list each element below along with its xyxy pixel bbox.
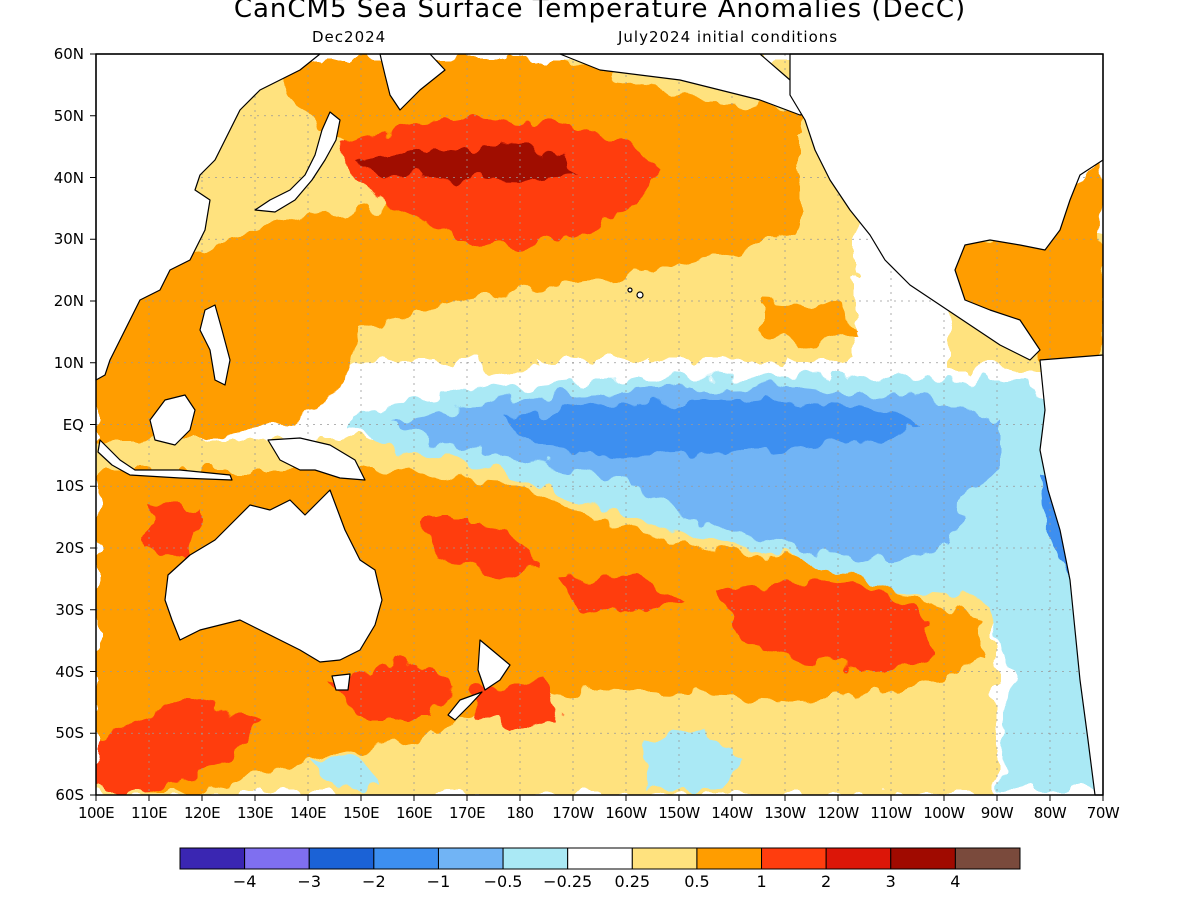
lon-tick-label: 90W [980,804,1014,822]
hawaii-islands [636,291,644,299]
lat-tick-label: 20S [55,539,84,557]
anomaly-field [96,54,1103,795]
asia-mainland [95,53,321,381]
lon-tick-label: 170W [552,804,594,822]
new-zealand-south-landmass [447,691,483,721]
chart-title: CanCM5 Sea Surface Temperature Anomalies… [233,0,967,24]
philippines-islands [199,304,231,386]
plot-frame [95,53,1104,796]
lon-tick-label: 170E [448,804,486,822]
colorbar-label: −4 [232,872,257,891]
new-guinea-landmass [267,437,366,481]
borneo-landmass [149,394,196,446]
japan-islands [254,111,341,213]
lon-tick-label: 180 [506,804,534,822]
lat-tick-label: 60N [53,45,84,63]
colorbar-swatch [954,847,1021,870]
lon-tick-label: 130E [236,804,274,822]
lon-tick-label: 100W [923,804,965,822]
lat-tick-label: 50S [55,724,84,743]
colorbar-swatch [631,847,698,870]
lon-tick-label: 100E [77,804,115,822]
lon-tick-label: 140W [711,804,753,822]
graticule [90,53,1104,801]
colorbar-swatch [761,847,827,870]
lon-tick-label: 160E [395,804,433,822]
new-zealand-north-landmass [477,639,511,691]
colorbar-swatch [502,847,569,870]
colorbar-swatch [308,847,375,870]
lon-tick-label: 160W [605,804,647,822]
lon-tick-label: 110W [870,804,912,822]
kamchatka-peninsula [379,53,446,111]
lat-tick-label: 50N [53,106,84,125]
colorbar [179,847,1021,870]
australia-landmass [164,489,383,663]
lat-tick-label: 30N [53,230,84,249]
lon-tick-label: 70W [1086,804,1120,822]
initial-conditions: July2024 initial conditions [618,28,839,46]
forecast-month: Dec2024 [312,28,387,46]
lon-tick-label: 80W [1033,804,1067,822]
colorbar-label: −0.25 [543,872,593,891]
colorbar-label: 3 [885,872,896,891]
indonesia-islands [97,439,233,481]
alaska-landmass [559,53,821,116]
colorbar-swatch [437,847,504,870]
north-america-landmass [789,53,1104,361]
lon-tick-label: 150E [342,804,380,822]
lat-tick-label: 40S [55,662,84,681]
lat-tick-label: 10N [53,353,84,372]
lat-tick-label: 30S [55,600,84,619]
tasmania-landmass [331,673,351,691]
colorbar-label: −2 [362,872,386,891]
colorbar-label: −3 [297,872,322,891]
colorbar-label: 0.25 [614,872,651,891]
coastlines [95,53,1104,796]
colorbar-label: 4 [950,872,961,891]
colorbar-swatch [244,847,310,870]
colorbar-swatch [567,847,633,870]
colorbar-swatch [890,847,956,870]
lon-tick-label: 110E [130,804,168,822]
colorbar-swatch [825,847,892,870]
colorbar-swatch [373,847,439,870]
colorbar-label: 1 [756,872,767,891]
colorbar-label: 2 [821,872,832,891]
lat-tick-label: 60S [55,786,84,804]
lat-tick-label: EQ [62,415,84,434]
colorbar-swatch [179,847,246,870]
lon-tick-label: 130W [764,804,806,822]
lon-tick-label: 140E [289,804,327,822]
colorbar-swatch [696,847,763,870]
lon-tick-label: 150W [658,804,700,822]
colorbar-label: 0.5 [684,872,710,891]
lon-tick-label: 120W [817,804,859,822]
lat-tick-label: 40N [53,168,84,187]
colorbar-label: −1 [426,872,451,891]
lat-tick-label: 20N [53,292,84,310]
lon-tick-label: 120E [183,804,221,822]
colorbar-label: −0.5 [483,872,523,891]
lat-tick-label: 10S [55,477,84,496]
